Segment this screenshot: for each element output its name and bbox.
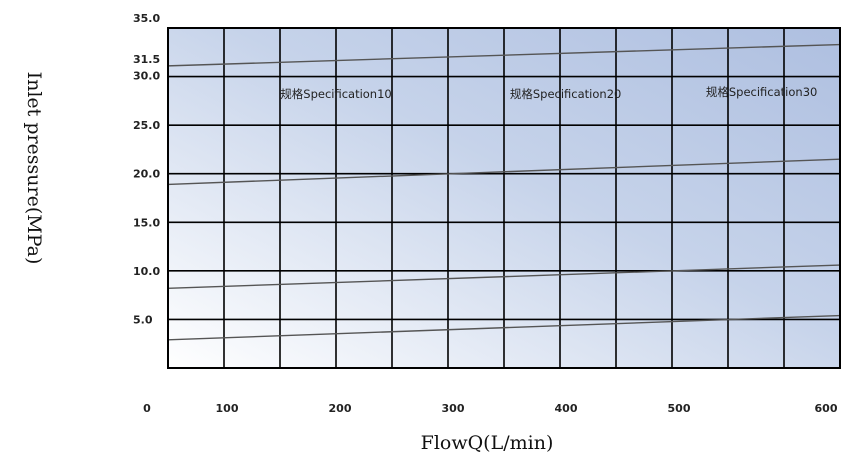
y-tick-label: 5.0 xyxy=(133,313,153,326)
x-tick-label: 600 xyxy=(815,402,838,415)
grid xyxy=(168,28,840,368)
series-label: 规格Specification20 xyxy=(510,87,621,101)
x-tick-labels: 0 100 200 300 400 500 600 xyxy=(143,402,838,415)
x-tick-label: 0 xyxy=(143,402,151,415)
series-line-3 xyxy=(167,264,841,290)
x-axis-title: FlowQ(L/min) xyxy=(421,432,554,454)
x-tick-label: 100 xyxy=(216,402,239,415)
y-tick-label: 35.0 xyxy=(133,12,160,25)
x-tick-label: 200 xyxy=(329,402,352,415)
x-tick-label: 500 xyxy=(668,402,691,415)
series-line-1 xyxy=(167,43,841,67)
series-annotations: 规格Specification10 规格Specification20 规格Spec… xyxy=(280,85,817,101)
y-tick-label: 30.0 xyxy=(133,70,160,83)
y-axis-title: Inlet pressure(MPa) xyxy=(23,72,45,265)
series-label: 规格Specification30 xyxy=(706,85,817,99)
y-tick-label: 20.0 xyxy=(133,168,160,181)
series-line-4 xyxy=(167,314,841,341)
series-label: 规格Specification10 xyxy=(280,87,391,101)
plot-frame xyxy=(167,27,841,369)
series-line-2 xyxy=(167,158,841,186)
series-lines xyxy=(167,43,841,341)
y-tick-label: 10.0 xyxy=(133,265,160,278)
y-tick-label: 31.5 xyxy=(133,53,160,66)
y-tick-label: 15.0 xyxy=(133,216,160,229)
y-tick-label: 25.0 xyxy=(133,119,160,132)
x-tick-label: 400 xyxy=(555,402,578,415)
y-tick-labels: 5.0 10.0 15.0 20.0 25.0 30.0 31.5 35.0 xyxy=(133,12,160,326)
x-tick-label: 300 xyxy=(442,402,465,415)
